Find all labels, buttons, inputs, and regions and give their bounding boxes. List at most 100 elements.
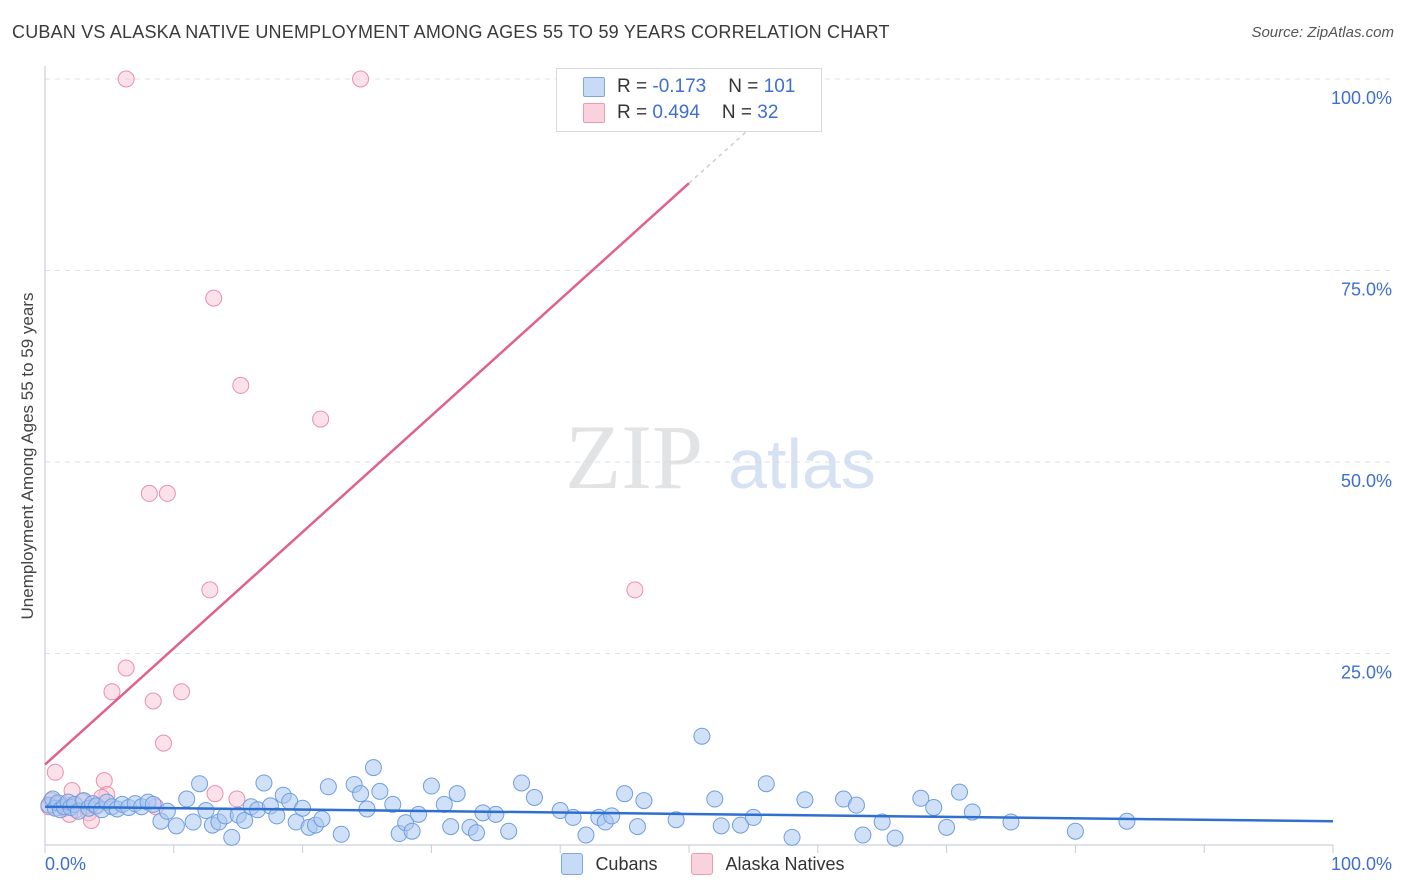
cubans-point [635, 792, 653, 810]
cubans-point [925, 798, 943, 816]
watermark-atlas: atlas [728, 425, 876, 503]
y-tick-label: 50.0% [1341, 471, 1392, 491]
cubans-point [938, 818, 956, 836]
cubans-point [796, 791, 814, 809]
cubans-point [744, 808, 762, 826]
cubans-point [757, 775, 775, 793]
cubans-point [854, 826, 872, 844]
cubans-point [384, 795, 402, 813]
cubans-point [352, 785, 370, 803]
cubans-point [950, 783, 968, 801]
trend-lines [44, 119, 1334, 823]
cubans-point [577, 826, 595, 844]
cubans-point [144, 795, 162, 813]
alaska-natives-point [201, 581, 219, 599]
y-tick-label: 100.0% [1331, 88, 1392, 108]
x-tick-label: 0.0% [45, 854, 86, 874]
cubans-point [616, 785, 634, 803]
cubans-point [712, 817, 730, 835]
cubans-point [487, 805, 505, 823]
watermark: ZIP atlas [565, 406, 876, 508]
legend-swatch-alaska-natives [691, 853, 714, 875]
cubans-point [313, 810, 331, 828]
x-tick-label: 100.0% [1331, 854, 1392, 874]
cubans-point [422, 777, 440, 795]
alaska-natives-point [352, 70, 370, 88]
alaska-natives-point [154, 734, 172, 752]
cubans-point [236, 811, 254, 829]
cubans-point [358, 800, 376, 818]
legend-row-alaska-natives: R = 0.494 N = 32 [583, 101, 778, 125]
source-label: Source: ZipAtlas.com [1251, 24, 1394, 41]
cubans-point [442, 818, 460, 836]
legend-r-label: R = [617, 76, 653, 97]
legend-item-alaska-natives[interactable]: Alaska Natives [691, 852, 845, 876]
axes [44, 66, 1334, 853]
cubans-point [332, 825, 350, 843]
cubans-point [886, 829, 904, 847]
cubans-point [294, 799, 312, 817]
cubans-point [158, 802, 176, 820]
legend-item-cubans[interactable]: Cubans [561, 852, 657, 876]
alaska-natives-point [206, 785, 224, 803]
alaska-natives-point [312, 410, 330, 428]
alaska-natives-point [95, 772, 113, 790]
legend-n-value: 101 [763, 76, 796, 97]
alaska-natives-points [40, 70, 644, 829]
cubans-point [268, 807, 286, 825]
y-tick-label: 25.0% [1341, 663, 1392, 683]
alaska-natives-point [228, 790, 246, 808]
legend-n-label: N = [728, 76, 764, 97]
cubans-point [197, 802, 215, 820]
legend-r-value: 0.494 [652, 102, 700, 123]
stats-legend: R = -0.173 N = 101 R = 0.494 N = 32 [556, 68, 822, 132]
legend-label-cubans: Cubans [595, 853, 658, 874]
alaska-natives-point [173, 683, 191, 701]
alaska-natives-point [117, 659, 135, 677]
cubans-point [873, 813, 891, 831]
cubans-point [364, 759, 382, 777]
grid-lines [45, 78, 1392, 654]
legend-row-cubans: R = -0.173 N = 101 [583, 75, 795, 99]
legend-r-label: R = [617, 102, 653, 123]
watermark-zip: ZIP [565, 406, 703, 508]
cubans-point [448, 785, 466, 803]
cubans-point [191, 775, 209, 793]
cubans-point [603, 807, 621, 825]
cubans-point [167, 817, 185, 835]
alaska-natives-point [626, 581, 644, 599]
alaska-natives-point [46, 763, 64, 781]
cubans-point [184, 813, 202, 831]
legend-n-label: N = [721, 102, 758, 123]
legend-swatch-cubans [561, 853, 584, 875]
alaska-natives-point [117, 70, 135, 88]
alaska-natives-point [232, 376, 250, 394]
alaska-natives-point [140, 484, 158, 502]
cubans-point [255, 774, 273, 792]
cubans-trend-line [44, 805, 1334, 823]
cubans-point [178, 790, 196, 808]
y-axis-label: Unemployment Among Ages 55 to 59 years [18, 292, 37, 620]
legend-label-alaska-natives: Alaska Natives [725, 853, 845, 874]
legend-swatch-cubans [583, 77, 605, 97]
cubans-point [223, 828, 241, 846]
series-legend: Cubans Alaska Natives [0, 852, 1406, 876]
cubans-point [403, 822, 421, 840]
cubans-point [628, 818, 646, 836]
cubans-point [467, 824, 485, 842]
cubans-point [1066, 822, 1084, 840]
chart-title: CUBAN VS ALASKA NATIVE UNEMPLOYMENT AMON… [12, 22, 890, 42]
legend-swatch-alaska-natives [583, 103, 605, 123]
cubans-point [319, 778, 337, 796]
cubans-point [912, 789, 930, 807]
cubans-point [693, 727, 711, 745]
cubans-point [513, 774, 531, 792]
cubans-point [667, 811, 685, 829]
alaska-natives-point [158, 484, 176, 502]
cubans-points [40, 727, 1136, 847]
alaska-natives-trend-line [44, 182, 690, 766]
alaska-natives-point [103, 683, 121, 701]
y-tick-label: 75.0% [1341, 280, 1392, 300]
cubans-point [410, 805, 428, 823]
